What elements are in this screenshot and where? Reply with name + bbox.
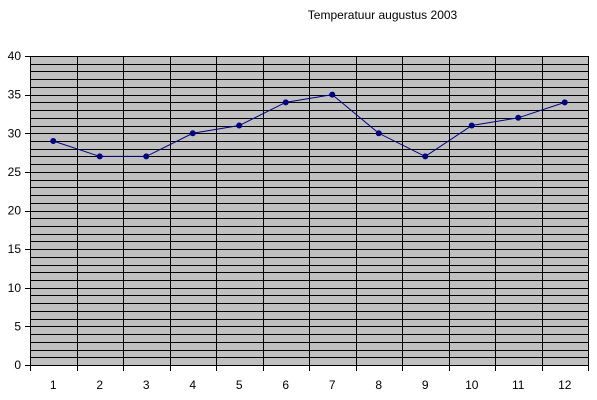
x-tick-labels: 1 2 3 4 5 6 7 8 9 10 11 12: [50, 378, 572, 392]
data-point: [375, 130, 382, 137]
series-line: [53, 94, 565, 158]
y-tick-label: 30: [8, 126, 22, 140]
chart-title-text: Temperatuur augustus 2003: [307, 8, 458, 22]
data-point: [96, 153, 103, 160]
x-tick-label: 4: [189, 378, 196, 392]
data-point: [561, 99, 568, 106]
data-point: [282, 99, 289, 106]
data-point: [236, 122, 243, 129]
x-tick-label: 12: [558, 378, 572, 392]
chart-title: Temperatuur augustus 2003: [0, 8, 597, 22]
x-tick-label: 11: [512, 378, 525, 392]
x-tick-label: 3: [143, 378, 150, 392]
y-tick-label: 35: [8, 88, 22, 102]
data-point: [143, 153, 150, 160]
y-tick-label: 25: [8, 165, 22, 179]
x-tick-label: 9: [422, 378, 429, 392]
y-tick-labels: 0 5 10 15 20 25 30 35 40: [8, 49, 22, 372]
x-tick-label: 10: [465, 378, 479, 392]
axes: [25, 56, 589, 371]
data-point: [50, 137, 57, 144]
y-tick-label: 10: [8, 281, 22, 295]
x-tick-label: 5: [236, 378, 243, 392]
data-point: [422, 153, 429, 160]
x-tick-label: 8: [375, 378, 382, 392]
data-point: [468, 122, 475, 129]
x-tick-label: 6: [282, 378, 289, 392]
y-tick-label: 5: [14, 319, 21, 333]
data-point: [515, 114, 522, 121]
series-temperature: [50, 91, 568, 160]
y-tick-label: 0: [14, 358, 21, 372]
x-tick-label: 7: [329, 378, 336, 392]
y-tick-label: 40: [8, 49, 22, 63]
y-tick-label: 20: [8, 204, 22, 218]
x-tick-label: 1: [50, 378, 57, 392]
data-point: [329, 91, 336, 98]
x-tick-label: 2: [96, 378, 103, 392]
data-point: [189, 130, 196, 137]
y-tick-label: 15: [8, 242, 22, 256]
